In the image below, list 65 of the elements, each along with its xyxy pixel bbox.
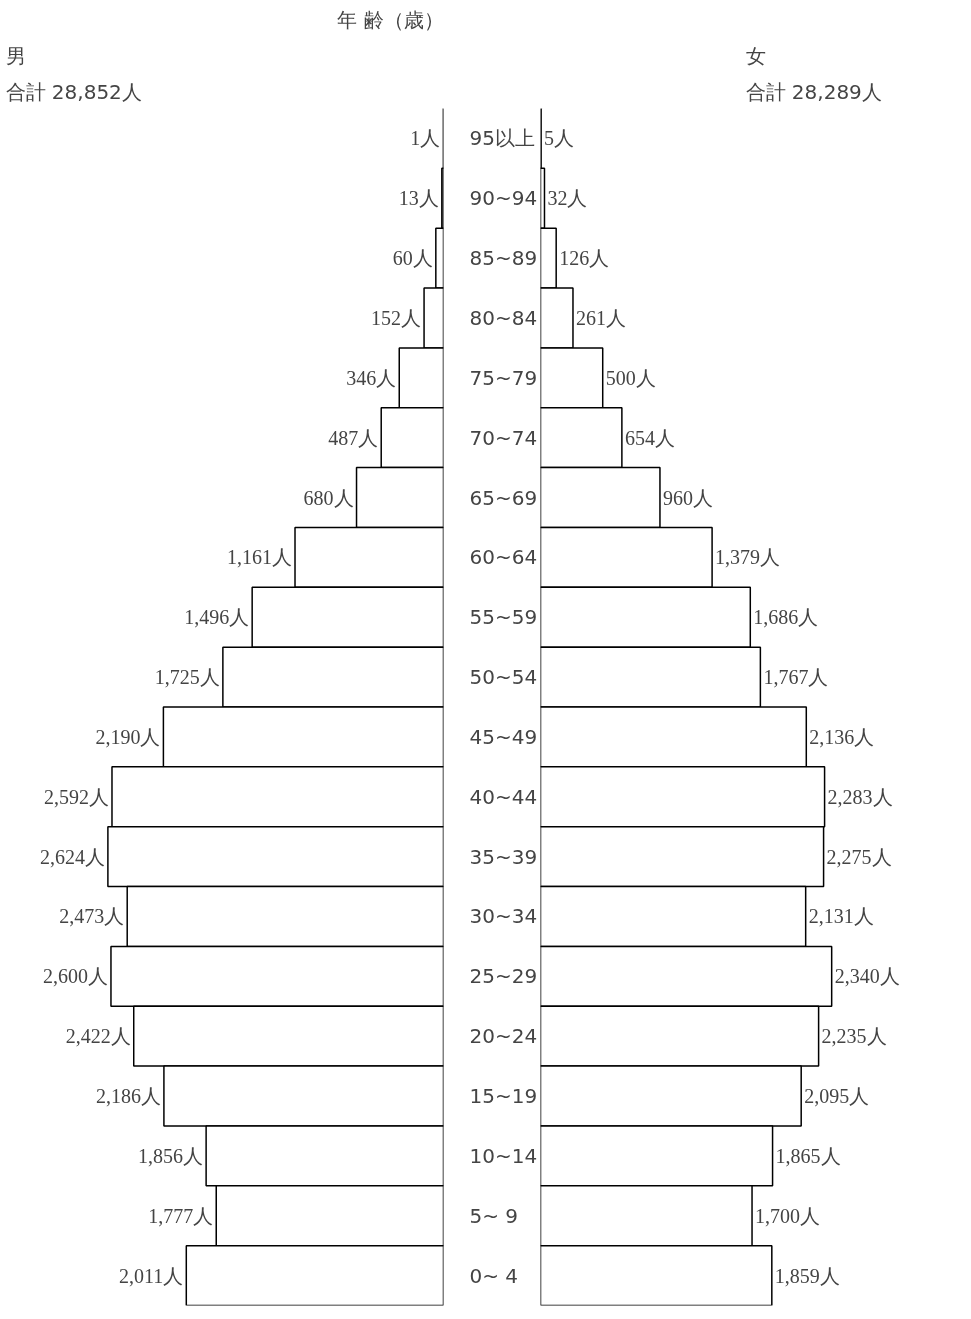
data-label: 487人 — [328, 426, 379, 449]
data-label: 1,777人 — [148, 1204, 214, 1227]
data-label: 1,856人 — [138, 1144, 204, 1167]
data-label: 1,865人 — [775, 1144, 841, 1167]
y-tick-label: 50~54 — [469, 665, 538, 690]
y-tick-label: 5~ 9 — [469, 1203, 519, 1228]
y-tick-label: 40~44 — [469, 784, 538, 809]
y-tick-label: 10~14 — [469, 1143, 538, 1168]
data-label: 2,275人 — [826, 845, 892, 868]
data-label: 2,600人 — [42, 965, 108, 988]
y-tick-label: 0~ 4 — [469, 1263, 519, 1288]
data-label: 2,095人 — [804, 1085, 870, 1108]
y-tick-label: 30~34 — [469, 904, 538, 929]
chart-title: 男 — [5, 43, 26, 68]
data-label: 654人 — [624, 426, 675, 449]
y-tick-label: 15~19 — [469, 1084, 538, 1109]
data-label: 2,131人 — [808, 905, 874, 928]
y-axis-title: 年 齢（歳） — [337, 7, 444, 32]
data-label: 126人 — [559, 247, 610, 270]
data-label: 2,592人 — [43, 785, 109, 808]
data-label: 2,190人 — [95, 725, 161, 748]
y-tick-label: 90~94 — [469, 186, 538, 211]
data-label: 2,473人 — [59, 905, 125, 928]
data-label: 152人 — [371, 306, 422, 329]
data-label: 2,235人 — [821, 1025, 887, 1048]
data-label: 960人 — [662, 486, 713, 509]
data-label: 1,859人 — [774, 1264, 840, 1287]
data-label: 680人 — [303, 486, 354, 509]
data-label: 346人 — [346, 366, 397, 389]
data-label: 13人 — [398, 187, 439, 210]
data-label: 1,379人 — [715, 546, 781, 569]
chart-subtitle: 合計 28,289人 — [745, 79, 882, 104]
data-label: 1,161人 — [227, 546, 293, 569]
y-tick-label: 35~39 — [469, 844, 538, 869]
data-label: 60人 — [392, 247, 433, 270]
y-tick-label: 95以上 — [469, 126, 535, 151]
data-label: 5人 — [544, 127, 575, 150]
data-label: 1人 — [410, 127, 441, 150]
data-label: 500人 — [605, 366, 656, 389]
data-label: 32人 — [547, 187, 588, 210]
y-tick-label: 75~79 — [469, 365, 538, 390]
data-label: 2,340人 — [834, 965, 900, 988]
chart-subtitle: 合計 28,852人 — [5, 79, 142, 104]
y-tick-label: 65~69 — [469, 485, 538, 510]
y-tick-label: 80~84 — [469, 305, 538, 330]
data-label: 2,624人 — [39, 845, 105, 868]
y-tick-label: 55~59 — [469, 605, 538, 630]
data-label: 2,186人 — [95, 1085, 161, 1108]
data-label: 2,422人 — [65, 1025, 131, 1048]
chart-title: 女 — [745, 43, 766, 68]
y-tick-label: 70~74 — [469, 425, 538, 450]
data-label: 1,725人 — [154, 666, 220, 689]
y-tick-label: 25~29 — [469, 964, 538, 989]
y-tick-label: 85~89 — [469, 246, 538, 271]
data-label: 2,283人 — [827, 785, 893, 808]
data-label: 2,011人 — [119, 1264, 184, 1287]
data-label: 261人 — [575, 306, 626, 329]
data-label: 1,686人 — [753, 606, 819, 629]
y-tick-label: 60~64 — [469, 545, 538, 570]
y-tick-label: 20~24 — [469, 1024, 538, 1049]
data-label: 1,700人 — [755, 1204, 821, 1227]
y-tick-label: 45~49 — [469, 724, 538, 749]
data-label: 1,767人 — [763, 666, 829, 689]
data-label: 2,136人 — [809, 725, 875, 748]
data-label: 1,496人 — [184, 606, 250, 629]
